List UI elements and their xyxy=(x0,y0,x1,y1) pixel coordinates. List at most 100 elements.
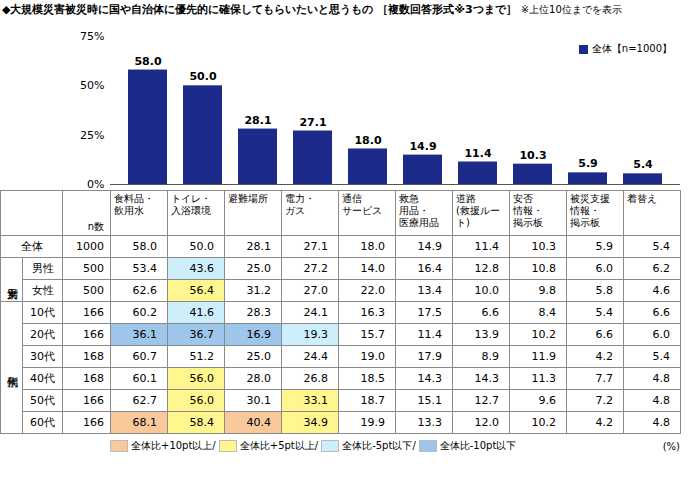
html-text:5.4: 5.4 xyxy=(652,240,670,253)
html-text:通信 サービス: 通信 サービス xyxy=(342,193,382,216)
html-text:9.8: 9.8 xyxy=(538,284,556,297)
html-text:27.1: 27.1 xyxy=(303,240,328,253)
html-text:60.7: 60.7 xyxy=(132,350,157,363)
html-text:14.9: 14.9 xyxy=(417,240,442,253)
html-text:17.5: 17.5 xyxy=(417,306,442,319)
svg-text:18.0: 18.0 xyxy=(354,134,381,147)
html-text:22.0: 22.0 xyxy=(360,284,385,297)
html-text:43.6: 43.6 xyxy=(189,262,214,275)
svg-text:50%: 50% xyxy=(80,79,104,92)
html-text:6.0: 6.0 xyxy=(652,328,670,341)
html-text:500: 500 xyxy=(83,262,104,275)
html-text:女性: 女性 xyxy=(31,284,54,297)
html-text:27.2: 27.2 xyxy=(303,262,328,275)
html-text:8.9: 8.9 xyxy=(481,350,499,363)
html-text:11.4: 11.4 xyxy=(474,240,499,253)
html-text:4.6: 4.6 xyxy=(652,284,670,297)
html-text:53.4: 53.4 xyxy=(132,262,157,275)
html-text:5.4: 5.4 xyxy=(652,350,670,363)
html-text:10.8: 10.8 xyxy=(531,262,556,275)
html-text:10代: 10代 xyxy=(30,306,55,319)
html-text:電力・ ガス: 電力・ ガス xyxy=(285,193,315,216)
html-text:15.7: 15.7 xyxy=(360,328,385,341)
html-text:全体: 全体 xyxy=(20,240,43,253)
html-text:被災支援 情報・ 掲示板: 被災支援 情報・ 掲示板 xyxy=(570,193,610,228)
html-text:24.4: 24.4 xyxy=(303,350,328,363)
html-text:28.1: 28.1 xyxy=(246,240,271,253)
html-text:25.0: 25.0 xyxy=(246,262,271,275)
svg-text:28.1: 28.1 xyxy=(244,114,271,127)
html-text:16.9: 16.9 xyxy=(246,328,271,341)
html-text:40代: 40代 xyxy=(30,372,55,385)
svg-text:5.4: 5.4 xyxy=(633,158,653,171)
html-text:12.8: 12.8 xyxy=(474,262,499,275)
html-text:5.4: 5.4 xyxy=(595,306,613,319)
html-text:11.9: 11.9 xyxy=(531,350,556,363)
html-text:24.1: 24.1 xyxy=(303,306,328,319)
html-text:62.6: 62.6 xyxy=(132,284,157,297)
svg-text:0%: 0% xyxy=(87,178,104,190)
html-text:食料品・ 飲用水: 食料品・ 飲用水 xyxy=(114,193,154,216)
svg-text:50.0: 50.0 xyxy=(189,70,216,83)
html-text:28.0: 28.0 xyxy=(246,372,271,385)
html-text:27.0: 27.0 xyxy=(303,284,328,297)
html-text:166: 166 xyxy=(83,328,104,341)
html-text:20代: 20代 xyxy=(30,328,55,341)
svg-text:75%: 75% xyxy=(80,30,104,43)
html-text:6.2: 6.2 xyxy=(652,262,670,275)
html-text:41.6: 41.6 xyxy=(189,306,214,319)
html-text:31.2: 31.2 xyxy=(246,284,271,297)
html-text:13.9: 13.9 xyxy=(474,328,499,341)
html-text:安否 情報・ 掲示板: 安否 情報・ 掲示板 xyxy=(513,193,543,228)
html-text:16.4: 16.4 xyxy=(417,262,442,275)
html-text:8.4: 8.4 xyxy=(538,306,556,319)
html-text:500: 500 xyxy=(83,284,104,297)
html-text:18.0: 18.0 xyxy=(360,240,385,253)
html-text:60.2: 60.2 xyxy=(132,306,157,319)
svg-text:14.9: 14.9 xyxy=(409,140,436,153)
svg-text:58.0: 58.0 xyxy=(134,55,161,68)
html-text:11.4: 11.4 xyxy=(417,328,442,341)
html-text:道路 (救援ルート): 道路 (救援ルート) xyxy=(456,193,500,228)
svg-text:10.3: 10.3 xyxy=(519,149,546,162)
html-text:28.3: 28.3 xyxy=(246,306,271,319)
html-text:19.3: 19.3 xyxy=(303,328,328,341)
html-text:56.0: 56.0 xyxy=(189,372,214,385)
html-text:36.7: 36.7 xyxy=(189,328,214,341)
html-text:58.0: 58.0 xyxy=(132,240,157,253)
html-text:19.0: 19.0 xyxy=(360,350,385,363)
html-text:6.0: 6.0 xyxy=(595,262,613,275)
html-text:男性: 男性 xyxy=(31,262,54,275)
html-text:36.1: 36.1 xyxy=(132,328,157,341)
html-text:17.9: 17.9 xyxy=(417,350,442,363)
svg-text:11.4: 11.4 xyxy=(464,147,491,160)
html-text:6.6: 6.6 xyxy=(481,306,499,319)
svg-text:25%: 25% xyxy=(80,129,104,142)
html-text:救急 用品・ 医療用品: 救急 用品・ 医療用品 xyxy=(399,193,439,228)
html-text:50.0: 50.0 xyxy=(189,240,214,253)
html-text:4.2: 4.2 xyxy=(595,350,613,363)
html-text:16.3: 16.3 xyxy=(360,306,385,319)
html-text:5.8: 5.8 xyxy=(595,284,613,297)
html-text:5.9: 5.9 xyxy=(595,240,613,253)
html-text:10.3: 10.3 xyxy=(531,240,556,253)
html-text:166: 166 xyxy=(83,306,104,319)
html-text:60.1: 60.1 xyxy=(132,372,157,385)
html-text:10.0: 10.0 xyxy=(474,284,499,297)
html-text:トイレ・ 入浴環境: トイレ・ 入浴環境 xyxy=(171,193,211,216)
svg-text:5.9: 5.9 xyxy=(578,157,598,170)
html-text:56.4: 56.4 xyxy=(189,284,214,297)
html-text:6.6: 6.6 xyxy=(595,328,613,341)
svg-text:27.1: 27.1 xyxy=(299,116,326,129)
html-text:168: 168 xyxy=(83,350,104,363)
html-text:168: 168 xyxy=(83,372,104,385)
html-text:10.2: 10.2 xyxy=(531,328,556,341)
html-text:1000: 1000 xyxy=(76,240,104,253)
html-text:◆大規模災害被災時に国や自治体に優先的に確保してもらいたいと: ◆大規模災害被災時に国や自治体に優先的に確保してもらいたいと思うもの ［複数回答… xyxy=(2,3,622,16)
html-text:6.6: 6.6 xyxy=(652,306,670,319)
html-text:30代: 30代 xyxy=(30,350,55,363)
html-text:13.4: 13.4 xyxy=(417,284,442,297)
html-text:14.0: 14.0 xyxy=(360,262,385,275)
html-text:25.0: 25.0 xyxy=(246,350,271,363)
html-text:51.2: 51.2 xyxy=(189,350,214,363)
